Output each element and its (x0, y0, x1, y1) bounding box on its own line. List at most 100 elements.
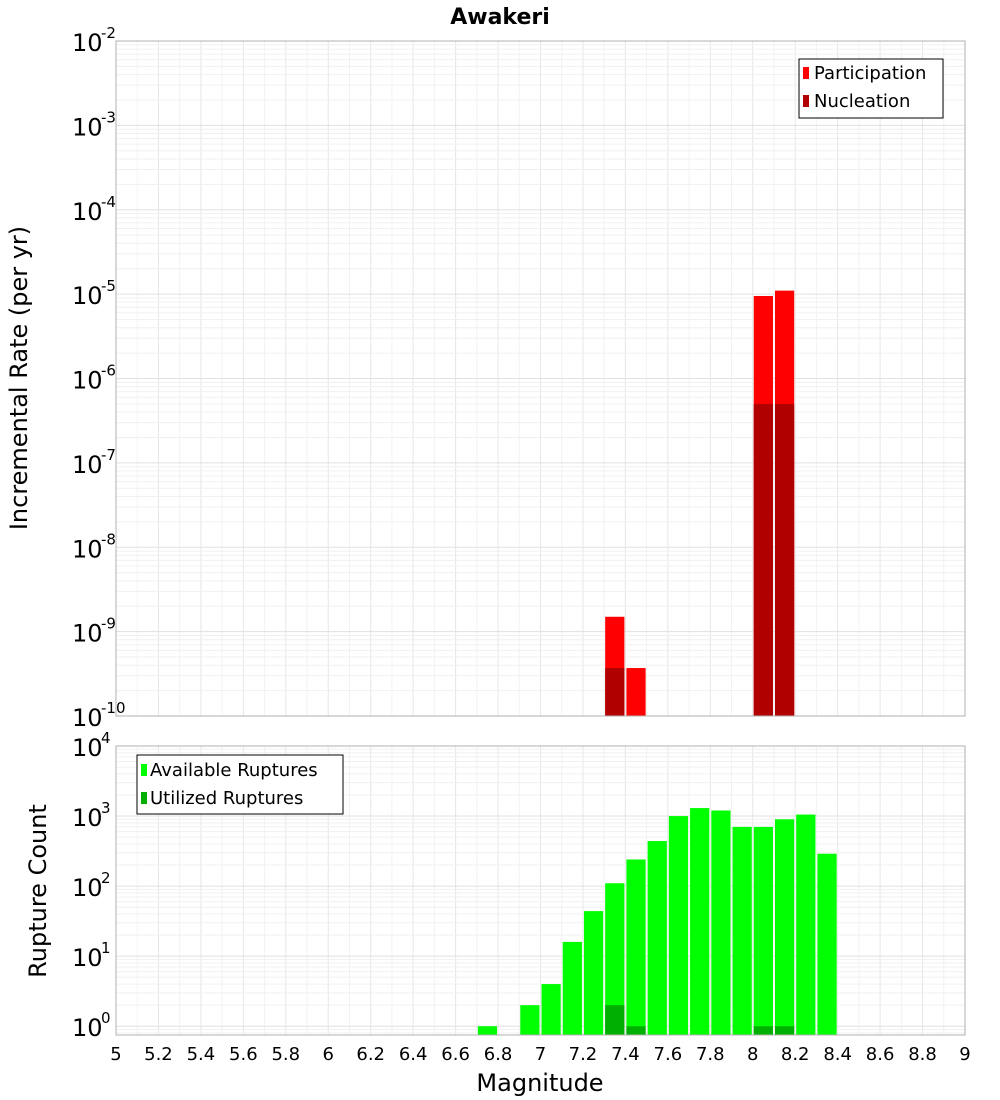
count-bar-utilized-ruptures (753, 1026, 773, 1035)
x-tick-label: 6.8 (484, 1044, 513, 1065)
count-gridlines (115, 745, 966, 1035)
count-bar-available-ruptures (711, 810, 731, 1035)
count-bar-available-ruptures (541, 984, 561, 1035)
chart-title: Awakeri (450, 5, 550, 30)
count-bar-available-ruptures (520, 1005, 540, 1035)
magnitude-x-axis-label: Magnitude (476, 1069, 603, 1097)
x-tick-label: 7.4 (611, 1044, 640, 1065)
rate-ytick-exponent: -6 (101, 362, 116, 380)
count-bar-available-ruptures (477, 1026, 498, 1035)
x-tick-label: 8.8 (908, 1044, 937, 1065)
rate-ytick-exponent: -3 (101, 108, 116, 126)
nucleation-legend-label: Nucleation (814, 91, 910, 112)
utilized-legend-swatch (141, 792, 147, 804)
x-tick-label: 5.6 (229, 1044, 258, 1065)
rate-ytick-exponent: -4 (101, 193, 116, 211)
count-ytick-base: 10 (72, 874, 103, 902)
nucleation-legend-swatch (803, 95, 809, 107)
participation-legend-label: Participation (814, 63, 926, 84)
count-bar-available-ruptures (562, 941, 582, 1035)
x-tick-label: 6.4 (399, 1044, 428, 1065)
x-tick-label: 5.4 (187, 1044, 216, 1065)
rate-bar-nucleation (753, 403, 773, 716)
rate-ytick-base: 10 (72, 704, 103, 732)
rate-ytick-base: 10 (72, 451, 103, 479)
rate-legend-box (798, 58, 944, 119)
rate-bar-nucleation (774, 403, 795, 716)
rate-ytick-base: 10 (72, 282, 103, 310)
count-ytick-exponent: 4 (101, 729, 111, 747)
x-tick-label: 7.2 (569, 1044, 598, 1065)
count-bars (477, 808, 837, 1035)
count-legend: Available Ruptures Utilized Ruptures (136, 754, 344, 815)
count-bar-utilized-ruptures (626, 1026, 646, 1035)
x-tick-label: 8.6 (866, 1044, 895, 1065)
rate-ytick-base: 10 (72, 198, 103, 226)
available-legend-swatch (141, 764, 147, 776)
rate-ytick-exponent: -5 (101, 277, 116, 295)
rate-ytick-exponent: -2 (101, 24, 116, 42)
count-ytick-exponent: 2 (101, 869, 111, 887)
rate-bar-participation (626, 668, 646, 716)
x-tick-label: 9 (959, 1044, 970, 1065)
rate-y-axis-label: Incremental Rate (per yr) (5, 226, 33, 530)
count-ytick-base: 10 (72, 944, 103, 972)
count-bar-available-ruptures (817, 853, 837, 1035)
count-bar-available-ruptures (690, 808, 710, 1035)
count-bar-utilized-ruptures (605, 1005, 625, 1035)
magnitude-x-ticks: 5 5.2 5.4 5.6 5.8 6 6.2 6.4 6.6 6.8 7 7.2 7.4 7.6 7.8 8… (110, 1044, 970, 1065)
x-tick-label: 5.2 (144, 1044, 173, 1065)
count-bar-available-ruptures (774, 819, 795, 1035)
x-tick-label: 6.6 (441, 1044, 470, 1065)
count-bar-available-ruptures (583, 911, 604, 1035)
rate-ytick-base: 10 (72, 113, 103, 141)
count-bar-available-ruptures (753, 826, 773, 1035)
rate-ytick-exponent: -10 (101, 699, 126, 717)
rate-bar-nucleation (605, 668, 625, 716)
x-tick-label: 7 (535, 1044, 546, 1065)
rate-ytick-base: 10 (72, 367, 103, 395)
participation-legend-swatch (803, 67, 809, 79)
x-tick-label: 8 (747, 1044, 758, 1065)
rate-ytick-exponent: -7 (101, 446, 116, 464)
rate-ytick-base: 10 (72, 29, 103, 57)
count-ytick-exponent: 1 (101, 939, 111, 957)
count-bar-utilized-ruptures (774, 1026, 795, 1035)
rate-legend: Participation Nucleation (798, 58, 944, 119)
count-bar-available-ruptures (796, 814, 816, 1035)
count-y-axis-label: Rupture Count (24, 804, 52, 978)
count-bar-available-ruptures (668, 816, 689, 1035)
count-bar-available-ruptures (647, 841, 667, 1035)
available-legend-label: Available Ruptures (150, 760, 318, 781)
count-ytick-exponent: 0 (101, 1009, 111, 1027)
x-tick-label: 8.4 (823, 1044, 852, 1065)
count-bar-available-ruptures (605, 883, 625, 1035)
count-plot-border (115, 745, 966, 1036)
count-ytick-base: 10 (72, 1014, 103, 1042)
x-tick-label: 5 (110, 1044, 121, 1065)
x-tick-label: 5.8 (271, 1044, 300, 1065)
count-ytick-base: 10 (72, 804, 103, 832)
x-tick-label: 6 (323, 1044, 334, 1065)
x-tick-label: 6.2 (356, 1044, 385, 1065)
x-tick-label: 8.2 (781, 1044, 810, 1065)
utilized-legend-label: Utilized Ruptures (150, 788, 303, 809)
x-tick-label: 7.8 (696, 1044, 725, 1065)
rate-ytick-base: 10 (72, 535, 103, 563)
rate-plot-border (115, 40, 966, 717)
count-ytick-base: 10 (72, 734, 103, 762)
rate-bars (605, 290, 795, 716)
rate-gridlines (115, 40, 966, 717)
rate-ytick-exponent: -9 (101, 615, 116, 633)
count-bar-available-ruptures (626, 859, 646, 1035)
rate-ytick-base: 10 (72, 620, 103, 648)
count-ytick-exponent: 3 (101, 799, 111, 817)
count-bar-available-ruptures (732, 826, 752, 1035)
count-legend-box (136, 754, 344, 815)
rate-ytick-exponent: -8 (101, 530, 116, 548)
